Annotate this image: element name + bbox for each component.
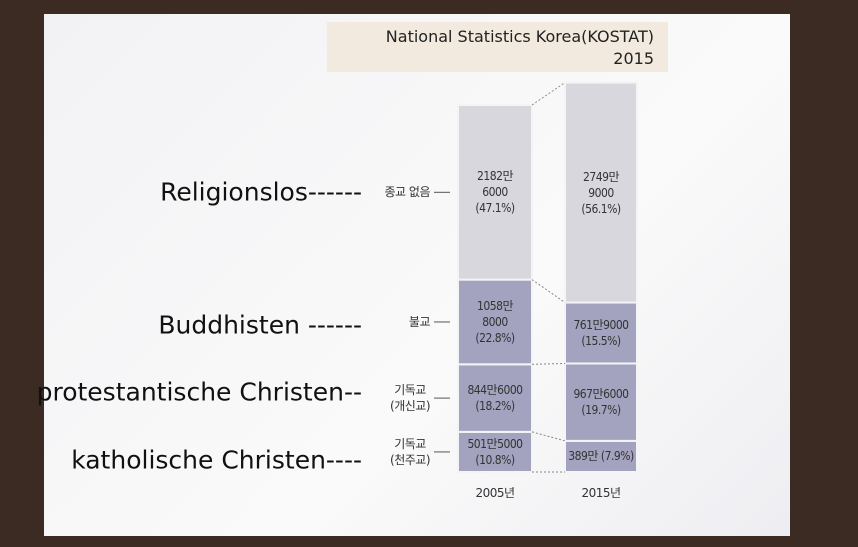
value-label: 389만 (7.9%) [568, 449, 634, 464]
value-label: 2749만 9000 (56.1%) [581, 169, 621, 216]
annotation: Buddhisten ------ [158, 310, 362, 340]
series-label: 기독교 (개신교) [390, 383, 430, 414]
annotation: Religionslos------ [160, 177, 362, 207]
annotation: katholische Christen---- [71, 445, 362, 475]
source-box: National Statistics Korea(KOSTAT) 2015 [327, 22, 668, 72]
value-label: 844만6000 (18.2%) [467, 383, 523, 414]
bar-segment [457, 104, 533, 281]
x-tick-label: 2005년 [475, 486, 515, 500]
value-label: 761만9000 (15.5%) [573, 317, 629, 348]
source-line: 2015 [613, 49, 654, 68]
series-label: 종교 없음 [384, 185, 431, 200]
bar-segment [564, 301, 638, 365]
connector [531, 82, 566, 106]
connector [531, 279, 566, 303]
slide [44, 14, 790, 536]
value-label: 2182만 6000 (47.1%) [475, 169, 515, 216]
bar-segment [457, 430, 533, 474]
series-label: 기독교 (천주교) [390, 436, 430, 467]
connector [531, 431, 566, 442]
value-label: 1058만 8000 (22.8%) [475, 298, 515, 345]
value-label: 501만5000 (10.8%) [467, 436, 523, 467]
bar-segment [564, 81, 638, 304]
x-tick-label: 2015년 [581, 486, 621, 500]
annotation: protestantische Christen-- [36, 377, 362, 407]
series-label: 불교 [408, 314, 431, 329]
source-line: National Statistics Korea(KOSTAT) [385, 27, 654, 46]
value-label: 967만6000 (19.7%) [573, 387, 629, 418]
connector [531, 362, 566, 365]
